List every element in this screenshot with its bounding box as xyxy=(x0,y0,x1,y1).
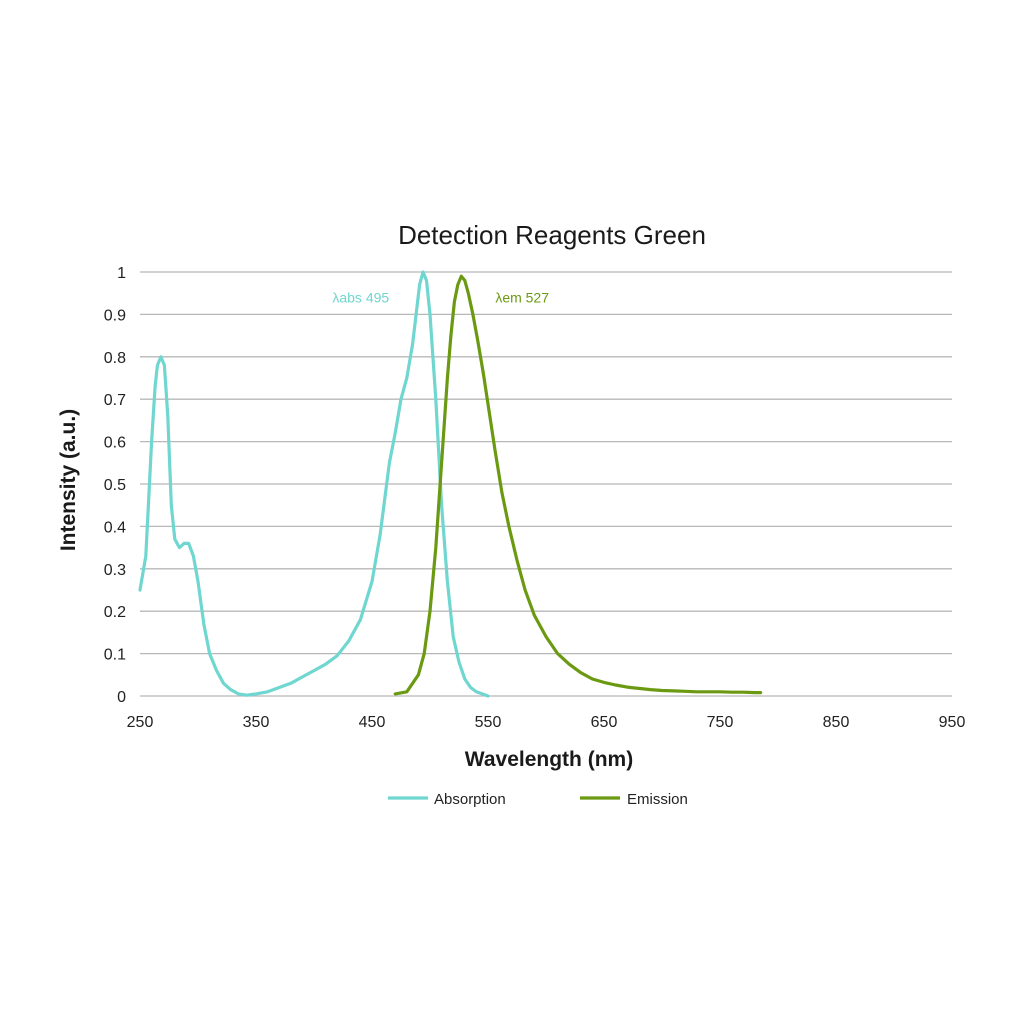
x-tick-label-7: 950 xyxy=(939,714,966,731)
series-lines xyxy=(138,270,763,698)
x-tick-label-3: 550 xyxy=(475,714,502,731)
legend: Absorption Emission xyxy=(388,791,688,808)
y-axis-label: Intensity (a.u.) xyxy=(57,409,80,551)
chart-title: Detection Reagents Green xyxy=(398,220,706,250)
x-tick-labels: 250 350 450 550 650 750 850 950 xyxy=(127,714,966,731)
peak-label-absorption: λabs 495 xyxy=(332,289,389,305)
y-tick-label-1: 0.1 xyxy=(104,647,126,664)
y-tick-label-0: 0 xyxy=(117,689,126,706)
y-tick-label-10: 1 xyxy=(117,265,126,282)
y-tick-label-6: 0.6 xyxy=(104,435,126,452)
x-axis-label: Wavelength (nm) xyxy=(465,748,633,771)
y-tick-labels: 0 0.1 0.2 0.3 0.4 0.5 0.6 0.7 0.8 0.9 1 xyxy=(104,265,126,706)
x-tick-label-4: 650 xyxy=(591,714,618,731)
x-tick-label-0: 250 xyxy=(127,714,154,731)
peak-label-emission: λem 527 xyxy=(495,289,549,305)
y-tick-label-9: 0.9 xyxy=(104,307,126,324)
y-tick-label-2: 0.2 xyxy=(104,604,126,621)
y-tick-label-3: 0.3 xyxy=(104,562,126,579)
grid-lines xyxy=(140,271,952,697)
series-line-absorption xyxy=(138,270,490,698)
y-tick-label-4: 0.4 xyxy=(104,519,126,536)
x-tick-label-1: 350 xyxy=(243,714,270,731)
y-tick-label-7: 0.7 xyxy=(104,392,126,409)
legend-label-emission: Emission xyxy=(627,791,688,808)
peak-annotations: λabs 495 λem 527 xyxy=(332,289,549,305)
y-tick-label-5: 0.5 xyxy=(104,477,126,494)
x-tick-label-6: 850 xyxy=(823,714,850,731)
x-tick-label-2: 450 xyxy=(359,714,386,731)
y-tick-label-8: 0.8 xyxy=(104,350,126,367)
series-line-emission xyxy=(393,274,763,696)
legend-label-absorption: Absorption xyxy=(434,791,506,808)
x-tick-label-5: 750 xyxy=(707,714,734,731)
